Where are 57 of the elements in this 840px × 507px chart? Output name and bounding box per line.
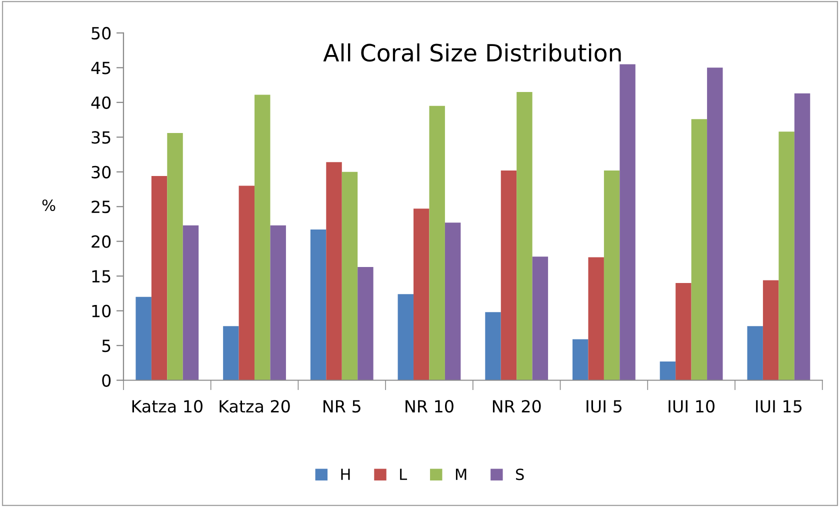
bar: [167, 132, 183, 380]
bar: [398, 294, 414, 380]
bar: [747, 326, 763, 380]
x-tick-label: IUI 10: [668, 400, 714, 413]
bar: [588, 257, 604, 380]
y-tick-label: 20: [92, 235, 111, 248]
bar: [342, 172, 358, 380]
x-tick-label: Katza 10: [132, 400, 202, 413]
bar: [326, 162, 342, 380]
legend-label: L: [400, 468, 408, 480]
y-tick-label: 35: [92, 131, 110, 144]
x-tick-label: Katza 20: [220, 400, 290, 413]
bar: [572, 339, 588, 380]
y-tick-label: 50: [92, 26, 111, 40]
bar: [414, 208, 430, 380]
bar: [182, 225, 199, 380]
y-tick-label: 10: [92, 304, 111, 318]
bar: [358, 267, 374, 380]
bar: [660, 361, 676, 380]
y-tick-label: 25: [92, 200, 110, 214]
x-tick-label: NR 10: [406, 400, 454, 413]
y-axis-title: %: [42, 199, 56, 212]
y-tick-label: 15: [92, 270, 110, 283]
y-tick-label: 40: [91, 96, 111, 109]
legend-label: M: [456, 468, 466, 480]
bar: [485, 312, 501, 380]
bar: [794, 93, 810, 380]
bar: [762, 280, 779, 380]
bar: [151, 176, 168, 380]
x-tick-label: NR 20: [492, 400, 541, 413]
y-tick-label: 30: [92, 166, 111, 178]
bar: [604, 170, 620, 380]
bar: [136, 296, 152, 380]
bar: [500, 170, 517, 380]
bar: [532, 256, 548, 380]
y-tick-label: 45: [91, 62, 110, 74]
bar: [620, 64, 636, 380]
bar: [310, 230, 326, 380]
bar: [707, 68, 723, 380]
bar: [516, 92, 532, 380]
chart-title: All Coral Size Distribution: [323, 43, 621, 62]
y-tick-label: 5: [102, 340, 110, 352]
bar: [778, 132, 794, 380]
bar: [676, 283, 692, 380]
x-tick-label: NR 5: [324, 400, 360, 413]
bar: [270, 225, 286, 380]
bar: [254, 94, 270, 380]
legend-label: H: [341, 468, 350, 480]
bar: [238, 186, 255, 380]
bar: [444, 222, 461, 380]
x-tick-label: IUI 5: [586, 400, 622, 413]
bar: [223, 326, 239, 380]
bar: [691, 119, 708, 380]
legend-label: S: [516, 468, 524, 480]
bar: [429, 106, 445, 380]
x-tick-label: IUI 15: [756, 400, 802, 413]
y-tick-label: 0: [102, 374, 111, 387]
